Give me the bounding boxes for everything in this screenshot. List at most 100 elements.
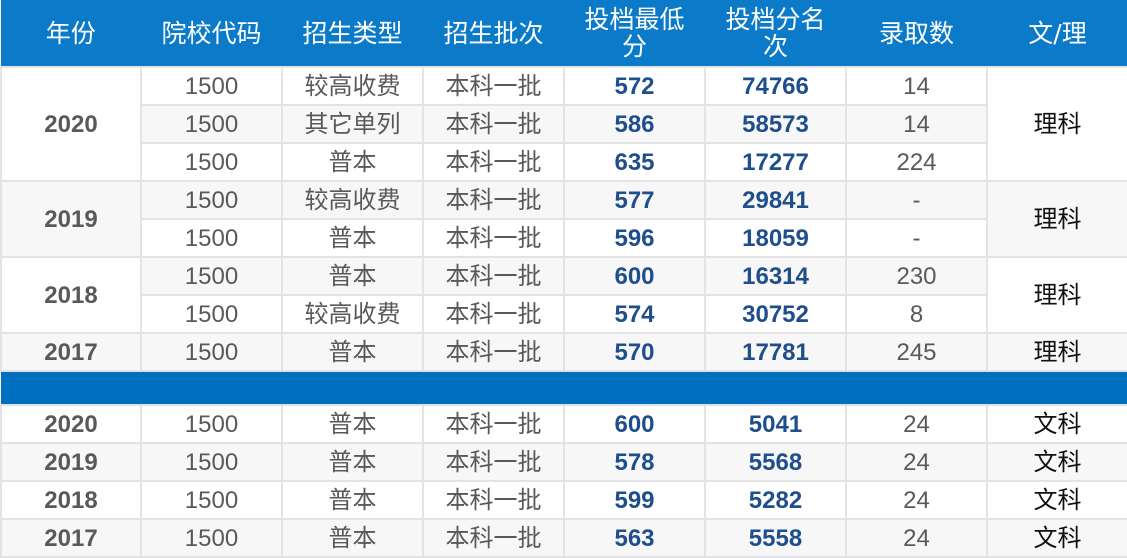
admitted-cell: 14 (845, 104, 988, 144)
header-track: 文/理 (987, 0, 1127, 67)
school-code-cell: 1500 (140, 142, 283, 182)
min-score-cell: 574 (563, 294, 706, 334)
track-cell: 理科 (986, 66, 1127, 182)
rank-cell: 58573 (704, 104, 847, 144)
track-cell: 文科 (986, 404, 1127, 444)
header-row: 年份 院校代码 招生类型 招生批次 投档最低分 投档分名次 录取数 文/理 (1, 0, 1127, 67)
batch-cell: 本科一批 (422, 518, 565, 558)
batch-cell: 本科一批 (422, 442, 565, 482)
table-row: 1500 其它单列 本科一批 586 58573 14 (1, 104, 1127, 144)
school-code-cell: 1500 (140, 66, 283, 106)
rank-cell: 18059 (704, 218, 847, 258)
batch-cell: 本科一批 (422, 142, 565, 182)
school-code-cell: 1500 (140, 518, 283, 558)
batch-cell: 本科一批 (422, 104, 565, 144)
enroll-type-cell: 普本 (281, 518, 424, 558)
track-cell: 理科 (986, 256, 1127, 334)
enroll-type-cell: 普本 (281, 218, 424, 258)
enroll-type-cell: 普本 (281, 332, 424, 372)
min-score-cell: 600 (563, 256, 706, 296)
school-code-cell: 1500 (140, 404, 283, 444)
table-row: 2019 1500 普本 本科一批 578 5568 24 文科 (0, 442, 1127, 482)
school-code-cell: 1500 (140, 218, 283, 258)
school-code-cell: 1500 (140, 180, 283, 220)
year-cell: 2017 (0, 518, 142, 558)
batch-cell: 本科一批 (422, 480, 565, 520)
table-row: 2020 1500 普本 本科一批 600 5041 24 文科 (0, 404, 1127, 444)
separator-bar (1, 371, 1127, 405)
track-cell: 文科 (986, 442, 1127, 482)
batch-cell: 本科一批 (422, 180, 565, 220)
header-min-score: 投档最低分 (564, 0, 706, 67)
year-cell: 2018 (0, 480, 142, 520)
year-cell: 2020 (0, 404, 142, 444)
min-score-cell: 572 (563, 66, 706, 106)
rank-cell: 16314 (704, 256, 847, 296)
admitted-cell: 24 (845, 518, 988, 558)
school-code-cell: 1500 (140, 442, 283, 482)
table-row: 1500 普本 本科一批 635 17277 224 (1, 142, 1127, 182)
header-school-code: 院校代码 (141, 0, 283, 67)
batch-cell: 本科一批 (422, 66, 565, 106)
rank-cell: 17781 (704, 332, 847, 372)
min-score-cell: 599 (563, 480, 706, 520)
min-score-cell: 586 (563, 104, 706, 144)
min-score-cell: 570 (563, 332, 706, 372)
admitted-cell: - (845, 218, 988, 258)
enroll-type-cell: 普本 (281, 480, 424, 520)
school-code-cell: 1500 (140, 480, 283, 520)
min-score-cell: 600 (563, 404, 706, 444)
admitted-cell: 230 (845, 256, 988, 296)
year-cell: 2018 (0, 256, 142, 334)
admitted-cell: 8 (845, 294, 988, 334)
enroll-type-cell: 普本 (281, 442, 424, 482)
header-year: 年份 (1, 0, 142, 67)
admitted-cell: 245 (845, 332, 988, 372)
table-row: 2020 1500 较高收费 本科一批 572 74766 14 理科 (0, 66, 1127, 182)
rank-cell: 5041 (704, 404, 847, 444)
table-row: 1500 普本 本科一批 596 18059- (1, 218, 1127, 258)
min-score-cell: 578 (563, 442, 706, 482)
enroll-type-cell: 普本 (281, 142, 424, 182)
table-row: 2017 1500 普本 本科一批 563 5558 24 文科 (0, 518, 1127, 558)
year-cell: 2020 (0, 66, 142, 182)
year-cell: 2019 (0, 180, 142, 258)
track-cell: 文科 (986, 518, 1127, 558)
batch-cell: 本科一批 (422, 218, 565, 258)
school-code-cell: 1500 (140, 256, 283, 296)
enroll-type-cell: 其它单列 (281, 104, 424, 144)
table-row: 2019 1500 较高收费 本科一批 577 29841- 理科 (0, 180, 1127, 258)
rank-cell: 74766 (704, 66, 847, 106)
rank-cell: 29841 (704, 180, 847, 220)
rank-cell: 5282 (704, 480, 847, 520)
min-score-cell: 563 (563, 518, 706, 558)
rank-cell: 5558 (704, 518, 847, 558)
batch-cell: 本科一批 (422, 332, 565, 372)
enroll-type-cell: 较高收费 (281, 66, 424, 106)
rank-cell: 30752 (704, 294, 847, 334)
header-enroll-type: 招生类型 (282, 0, 424, 67)
year-cell: 2019 (0, 442, 142, 482)
header-rank: 投档分名次 (705, 0, 847, 67)
enroll-type-cell: 较高收费 (281, 180, 424, 220)
school-code-cell: 1500 (140, 104, 283, 144)
batch-cell: 本科一批 (422, 404, 565, 444)
table-row: 1500 较高收费 本科一批 574 30752 8 (1, 294, 1127, 334)
section-separator (1, 371, 1127, 405)
enroll-type-cell: 较高收费 (281, 294, 424, 334)
admitted-cell: 24 (845, 404, 988, 444)
batch-cell: 本科一批 (422, 294, 565, 334)
track-cell: 理科 (986, 332, 1127, 372)
table-row: 2017 1500 普本 本科一批 570 17781 245 理科 (0, 332, 1127, 372)
admitted-cell: 14 (845, 66, 988, 106)
admitted-cell: 24 (845, 442, 988, 482)
school-code-cell: 1500 (140, 294, 283, 334)
table-row: 2018 1500 普本 本科一批 599 5282 24 文科 (0, 480, 1127, 520)
year-cell: 2017 (0, 332, 142, 372)
school-code-cell: 1500 (140, 332, 283, 372)
min-score-cell: 577 (563, 180, 706, 220)
rank-cell: 5568 (704, 442, 847, 482)
header-batch: 招生批次 (423, 0, 565, 67)
enroll-type-cell: 普本 (281, 256, 424, 296)
